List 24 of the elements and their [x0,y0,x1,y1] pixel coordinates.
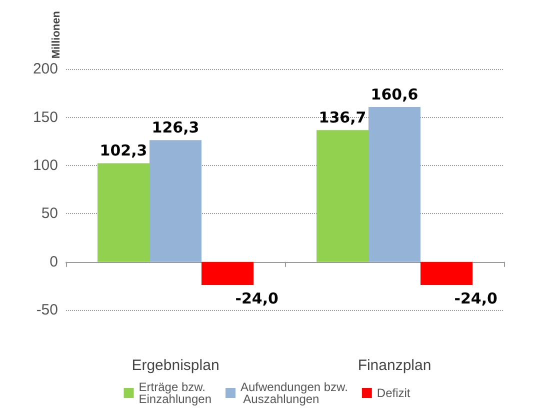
data-label: -24,0 [454,289,498,308]
data-label: 126,3 [152,118,200,137]
y-axis-title: Millionen [50,10,62,59]
legend-label: Aufwendungen bzw. Auszahlungen [240,380,348,406]
legend-label: Defizit [376,386,411,400]
bar [98,163,150,262]
data-label: 136,7 [318,108,366,127]
x-tick-label: Finanzplan [358,357,432,374]
bar [316,130,368,262]
legend-label: Erträge bzw. Einzahlungen [138,380,212,406]
bar [150,140,202,262]
data-label: 102,3 [100,142,148,160]
x-tick-label: Ergebnisplan [132,357,220,374]
y-tick-label: 150 [32,108,58,126]
data-label: -24,0 [235,289,278,308]
bar [368,107,420,262]
y-tick-label: 50 [41,205,58,222]
data-label: 160,6 [370,86,418,104]
y-tick-label: 0 [50,253,58,270]
bar [202,262,254,285]
bar [420,262,472,285]
y-tick-label: 100 [32,156,58,174]
y-tick-label: -50 [36,302,58,318]
y-tick-label: 200 [32,60,58,78]
